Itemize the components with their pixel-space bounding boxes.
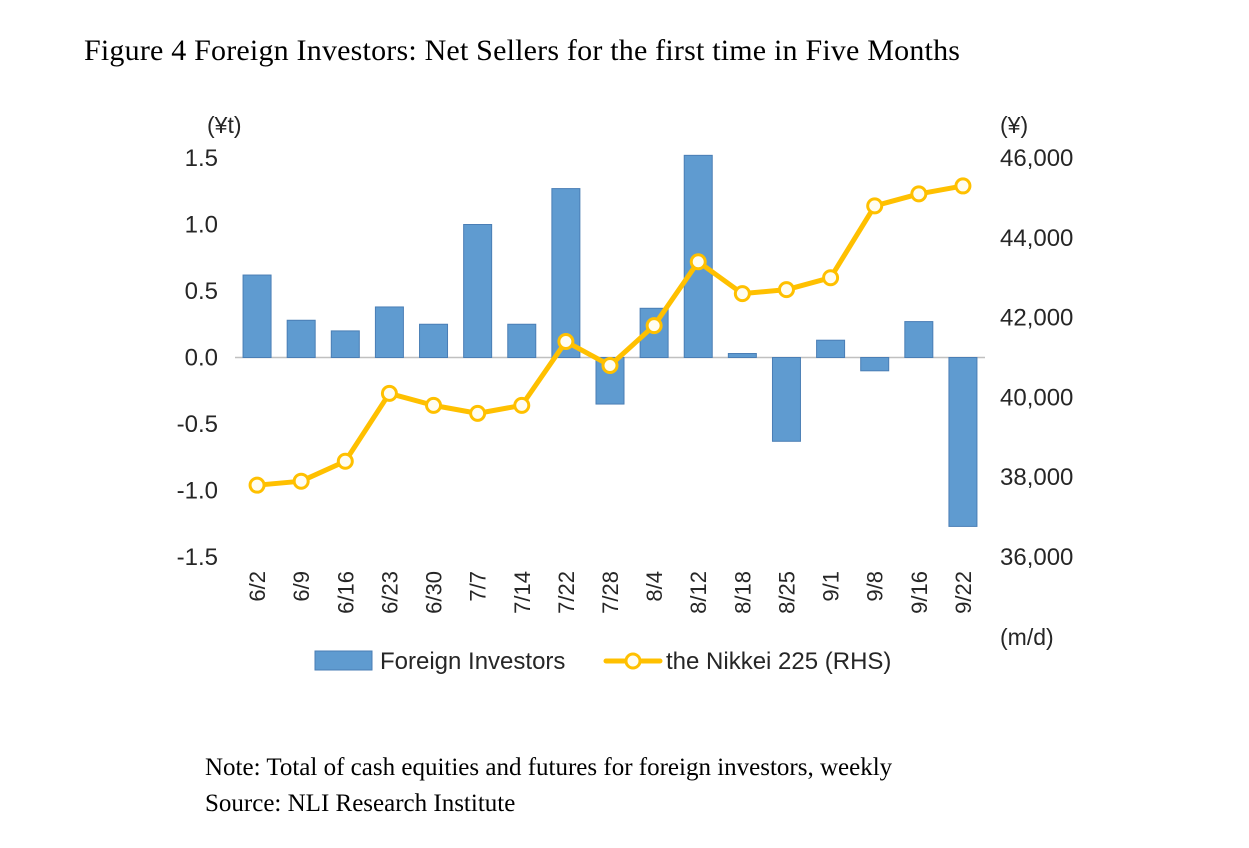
x-axis-tick-label: 9/16	[907, 571, 932, 614]
left-axis-tick-label: 0.0	[185, 345, 218, 372]
legend-label-foreign-investors: Foreign Investors	[380, 648, 565, 675]
nikkei-marker	[954, 177, 972, 195]
nikkei-marker	[248, 476, 266, 494]
x-axis-tick-label: 7/22	[554, 571, 579, 614]
left-axis-tick-label: 1.0	[185, 212, 218, 239]
bar-foreign-investors	[771, 357, 801, 442]
x-axis-tick-label: 6/2	[245, 571, 270, 602]
nikkei-marker	[469, 404, 487, 422]
bar-foreign-investors	[948, 357, 978, 527]
bar-foreign-investors	[419, 323, 449, 358]
left-axis-tick-label: 0.5	[185, 278, 218, 305]
left-axis-tick-label: 1.5	[185, 145, 218, 172]
x-axis-tick-label: 8/12	[686, 571, 711, 614]
nikkei-line	[254, 183, 966, 488]
x-axis-tick-label: 8/25	[774, 571, 799, 614]
x-axis-tick-label: 6/9	[289, 571, 314, 602]
left-axis-tick-label: -1.5	[177, 544, 218, 571]
right-axis-tick-label: 46,000	[1000, 145, 1073, 172]
right-axis-tick-label: 42,000	[1000, 305, 1073, 332]
bar-foreign-investors	[727, 353, 757, 358]
x-axis-tick-label: 6/30	[422, 571, 447, 614]
bar-foreign-investors	[242, 274, 272, 358]
nikkei-marker	[822, 269, 840, 287]
nikkei-marker	[733, 285, 751, 303]
x-axis-tick-label: 6/16	[333, 571, 358, 614]
nikkei-marker	[777, 281, 795, 299]
x-axis-tick-label: 8/4	[642, 571, 667, 602]
bar-foreign-investors	[904, 321, 934, 358]
legend-label-nikkei: the Nikkei 225 (RHS)	[666, 648, 891, 675]
legend-swatch-foreign-investors	[314, 650, 373, 671]
right-axis-tick-label: 40,000	[1000, 384, 1073, 411]
nikkei-marker	[336, 452, 354, 470]
nikkei-marker	[601, 356, 619, 374]
bar-foreign-investors	[860, 357, 890, 372]
chart-source: Source: NLI Research Institute	[205, 790, 516, 817]
bar-foreign-investors	[507, 323, 537, 358]
right-axis-unit: (¥)	[1000, 112, 1028, 138]
chart-notes: Note: Total of cash equities and futures…	[205, 750, 892, 822]
nikkei-marker	[910, 185, 928, 203]
x-axis-tick-label: 7/14	[510, 571, 535, 614]
x-axis-tick-label: 7/28	[598, 571, 623, 614]
bar-foreign-investors	[374, 306, 404, 359]
bar-foreign-investors	[463, 224, 493, 358]
x-axis-unit: (m/d)	[1000, 624, 1054, 650]
bar-foreign-investors	[286, 319, 316, 358]
right-axis-tick-label: 38,000	[1000, 464, 1073, 491]
left-axis-tick-label: -1.0	[177, 478, 218, 505]
left-axis-unit: (¥t)	[207, 112, 242, 138]
x-axis-tick-label: 9/1	[819, 571, 844, 602]
figure-title: Figure 4 Foreign Investors: Net Sellers …	[84, 34, 961, 67]
nikkei-marker	[292, 472, 310, 490]
x-axis-tick-label: 7/7	[466, 571, 491, 602]
bar-foreign-investors	[816, 339, 846, 359]
x-axis-tick-label: 9/8	[863, 571, 888, 602]
right-axis-tick-label: 44,000	[1000, 225, 1073, 252]
left-axis-tick-label: -0.5	[177, 411, 218, 438]
combo-chart: (¥t) (¥) 1.5 1.0 0.5 0.0 -0.5 -1.0 -1.5 46,000 44,…	[177, 112, 1074, 675]
legend-marker-nikkei	[624, 652, 642, 670]
nikkei-marker	[645, 317, 663, 335]
bar-foreign-investors	[551, 188, 581, 358]
nikkei-marker	[557, 333, 575, 351]
nikkei-marker	[425, 396, 443, 414]
x-axis-tick-label: 9/22	[951, 571, 976, 614]
right-axis-tick-label: 36,000	[1000, 544, 1073, 571]
nikkei-marker	[513, 396, 531, 414]
nikkei-marker	[866, 197, 884, 215]
nikkei-marker	[689, 253, 707, 271]
x-axis-tick-label: 8/18	[730, 571, 755, 614]
bar-foreign-investors	[330, 330, 360, 358]
nikkei-marker	[380, 384, 398, 402]
chart-note: Note: Total of cash equities and futures…	[205, 754, 893, 781]
x-axis-tick-label: 6/23	[377, 571, 402, 614]
